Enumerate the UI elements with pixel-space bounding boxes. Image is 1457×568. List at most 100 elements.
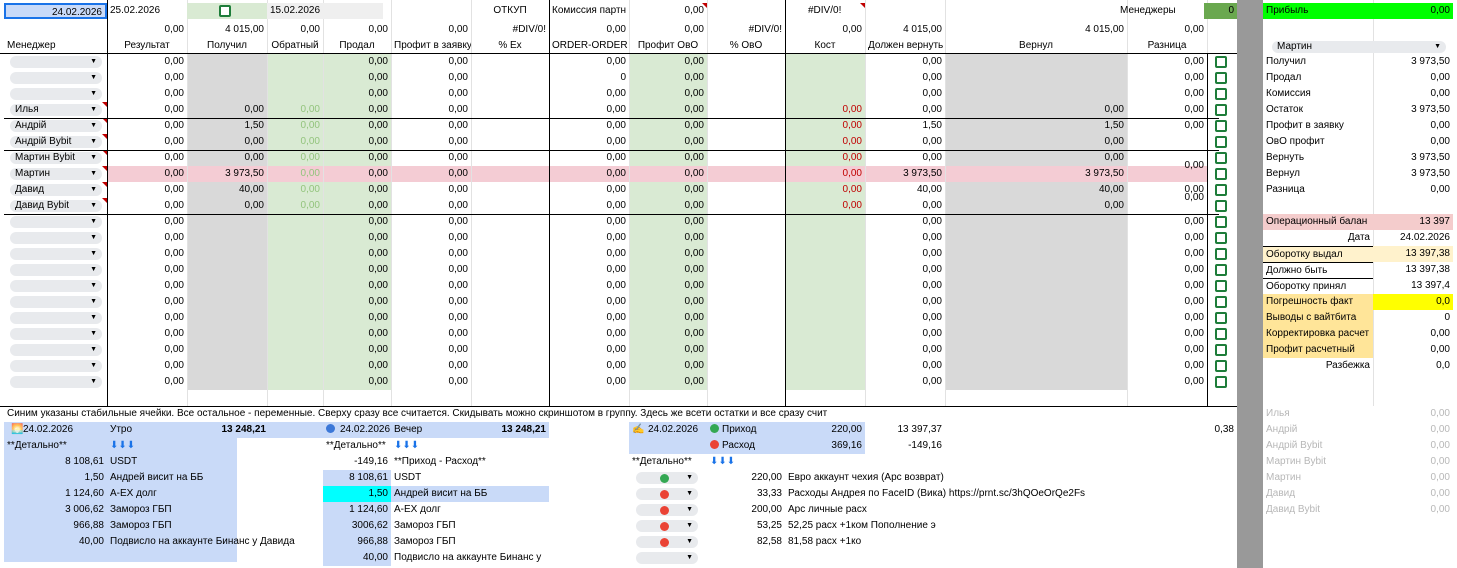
cell-cost: 0,00 [842, 136, 862, 147]
side-manager-dropdown[interactable]: Мартин ▼ [1272, 41, 1446, 53]
manager-dropdown[interactable]: Мартин ▼ [10, 168, 102, 180]
border-line [0, 53, 1237, 54]
manager-dropdown[interactable]: ▼ [10, 216, 102, 228]
row-checkbox[interactable] [219, 5, 231, 17]
cell-po: 0,00 [684, 360, 704, 371]
cell-pz: 0,00 [448, 312, 468, 323]
row-checkbox[interactable] [1215, 120, 1227, 132]
chevron-down-icon: ▼ [686, 506, 693, 513]
reverse-column-fill [267, 54, 323, 390]
red-dot-icon [660, 490, 669, 499]
manager-dropdown[interactable]: Мартин Bybit ▼ [10, 152, 102, 164]
row-checkbox[interactable] [1215, 248, 1227, 260]
manager-dropdown[interactable]: ▼ [10, 280, 102, 292]
cell-po: 0,00 [684, 136, 704, 147]
flow-description: Арс личные расх [788, 504, 867, 515]
row-checkbox[interactable] [1215, 152, 1227, 164]
morning-label-item: USDT [110, 456, 138, 467]
evening-date[interactable]: 24.02.2026 [340, 424, 391, 435]
row-checkbox[interactable] [1215, 328, 1227, 340]
manager-dropdown[interactable]: ▼ [10, 328, 102, 340]
cell-po: 0,00 [684, 328, 704, 339]
manager-dropdown[interactable]: ▼ [10, 312, 102, 324]
row-checkbox[interactable] [1215, 280, 1227, 292]
dropdown-value: Андрій [15, 120, 47, 131]
row-checkbox[interactable] [1215, 136, 1227, 148]
grid-line [865, 0, 866, 406]
received-column-fill [187, 54, 267, 390]
grid-line [391, 0, 392, 406]
cell-ver [945, 278, 1127, 294]
grid-line [629, 0, 630, 406]
cell-sold: 0,00 [368, 232, 388, 243]
comment-marker-icon [102, 150, 107, 155]
manager-dropdown[interactable]: ▼ [10, 88, 102, 100]
cell-ver [945, 342, 1127, 358]
cell-ver [945, 262, 1127, 278]
manager-dropdown[interactable]: Давид Bybit ▼ [10, 200, 102, 212]
row-checkbox[interactable] [1215, 200, 1227, 212]
manager-dropdown[interactable]: ▼ [10, 248, 102, 260]
row-checkbox[interactable] [1215, 376, 1227, 388]
manager-dropdown[interactable]: ▼ [10, 232, 102, 244]
manager-dropdown[interactable]: Давид ▼ [10, 184, 102, 196]
row-checkbox[interactable] [1215, 72, 1227, 84]
cell-cost: 0,00 [842, 200, 862, 211]
cell-po: 0,00 [684, 248, 704, 259]
row-checkbox[interactable] [1215, 312, 1227, 324]
morning-date[interactable]: 24.02.2026 [23, 424, 74, 435]
flow-description: Расходы Андрея по FaceID (Вика) https://… [788, 488, 1086, 499]
row-checkbox[interactable] [1215, 104, 1227, 116]
side-date-value[interactable]: 24.02.2026 [1399, 232, 1450, 243]
manager-dropdown[interactable]: Андрій Bybit ▼ [10, 136, 102, 148]
row-checkbox[interactable] [1215, 184, 1227, 196]
manager-dropdown[interactable]: ▼ [10, 264, 102, 276]
row-checkbox[interactable] [1215, 360, 1227, 372]
manager-dropdown[interactable]: Илья ▼ [10, 104, 102, 116]
cell-po: 0,00 [684, 312, 704, 323]
manager-dropdown[interactable]: ▼ [10, 360, 102, 372]
date-cell-2[interactable]: 25.02.2026 [110, 5, 161, 16]
row-checkbox[interactable] [1215, 232, 1227, 244]
chevron-down-icon: ▼ [90, 266, 97, 273]
side-stat-value: 3 973,50 [1411, 168, 1450, 179]
flow-type-dropdown[interactable]: ▼ [636, 552, 698, 564]
manager-dropdown[interactable]: Андрій ▼ [10, 120, 102, 132]
cell-sold: 0,00 [368, 280, 388, 291]
evening-arrows: ⬇⬇⬇ [394, 440, 420, 451]
div-error-cell: #DIV/0! [808, 5, 842, 16]
row-checkbox[interactable] [1215, 56, 1227, 68]
cell-dv: 0,00 [922, 104, 942, 115]
row-checkbox[interactable] [1215, 264, 1227, 276]
cell-dv: 0,00 [922, 136, 942, 147]
cell-res: 0,00 [164, 232, 184, 243]
cell-sold: 0,00 [368, 376, 388, 387]
manager-dropdown[interactable]: ▼ [10, 376, 102, 388]
date-cell-1[interactable]: 24.02.2026 [4, 3, 107, 19]
cell-cost: 0,00 [842, 168, 862, 179]
cell-cost: 0,00 [842, 152, 862, 163]
flow-date[interactable]: 24.02.2026 [648, 424, 699, 435]
grid-line [471, 0, 472, 406]
manager-dropdown[interactable]: ▼ [10, 72, 102, 84]
manager-summary-value: 0,00 [1430, 408, 1450, 419]
row-checkbox[interactable] [1215, 88, 1227, 100]
date-cell-3[interactable]: 15.02.2026 [267, 3, 383, 19]
summary-cell: 4 015,00 [1085, 24, 1124, 35]
row-checkbox[interactable] [1215, 296, 1227, 308]
row-checkbox[interactable] [1215, 216, 1227, 228]
cell-sold: 0,00 [368, 264, 388, 275]
morning-arrows: ⬇⬇⬇ [110, 440, 136, 451]
cell-pz: 0,00 [448, 152, 468, 163]
row-checkbox[interactable] [1215, 344, 1227, 356]
manager-dropdown[interactable]: ▼ [10, 296, 102, 308]
row-checkbox[interactable] [1215, 168, 1227, 180]
red-dot-icon [660, 538, 669, 547]
cell-got [187, 230, 267, 246]
flow-value: 200,00 [751, 504, 782, 515]
manager-dropdown[interactable]: ▼ [10, 56, 102, 68]
returned-column-fill [945, 54, 1127, 390]
side-stat-label: Комиссия [1266, 88, 1311, 99]
flow-detail-label: **Детально** [632, 456, 692, 467]
manager-dropdown[interactable]: ▼ [10, 344, 102, 356]
